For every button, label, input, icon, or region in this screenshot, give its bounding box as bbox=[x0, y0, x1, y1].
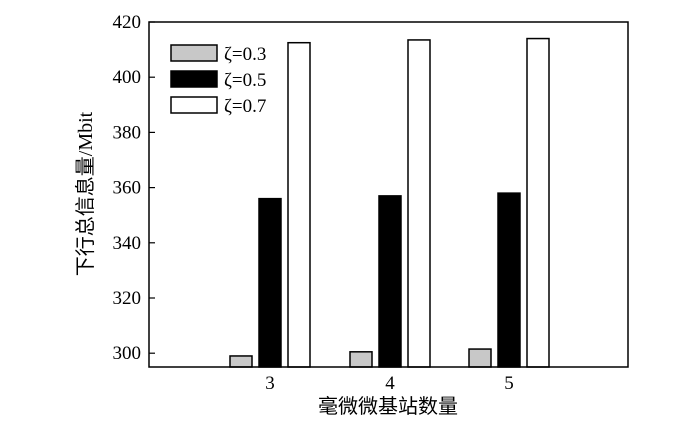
bar bbox=[287, 41, 311, 368]
bar bbox=[349, 351, 373, 368]
y-tick-label: 420 bbox=[113, 12, 142, 33]
bar bbox=[497, 192, 521, 368]
y-tick-label: 300 bbox=[113, 343, 142, 364]
bar bbox=[258, 197, 282, 368]
y-tick-label: 320 bbox=[113, 288, 142, 309]
x-tick-label: 5 bbox=[504, 373, 514, 394]
y-tick-label: 380 bbox=[113, 122, 142, 143]
legend-swatch bbox=[170, 70, 218, 88]
legend-label: ζ=0.5 bbox=[224, 70, 266, 91]
bar bbox=[378, 195, 402, 368]
x-tick-label: 3 bbox=[265, 373, 275, 394]
bar bbox=[526, 37, 550, 368]
y-tick-label: 340 bbox=[113, 233, 142, 254]
x-axis: 3 4 5 bbox=[265, 361, 514, 394]
legend-swatch bbox=[170, 96, 218, 114]
legend: ζ=0.3 ζ=0.5 ζ=0.7 bbox=[170, 44, 266, 117]
y-tick-label: 360 bbox=[113, 178, 142, 199]
x-axis-title: 毫微微基站数量 bbox=[318, 395, 458, 418]
bar bbox=[468, 348, 492, 368]
bar bbox=[407, 39, 431, 368]
bar bbox=[229, 355, 253, 368]
y-axis-title: 下行总信息量/Mbit bbox=[74, 111, 97, 276]
y-axis: 300 320 340 360 380 400 420 bbox=[113, 12, 155, 364]
legend-swatch bbox=[170, 44, 218, 62]
plot-frame bbox=[148, 21, 629, 368]
legend-label: ζ=0.7 bbox=[224, 96, 266, 117]
legend-label: ζ=0.3 bbox=[224, 44, 266, 65]
x-tick-label: 4 bbox=[385, 373, 395, 394]
y-tick-label: 400 bbox=[113, 67, 142, 88]
bars-group bbox=[229, 37, 550, 368]
